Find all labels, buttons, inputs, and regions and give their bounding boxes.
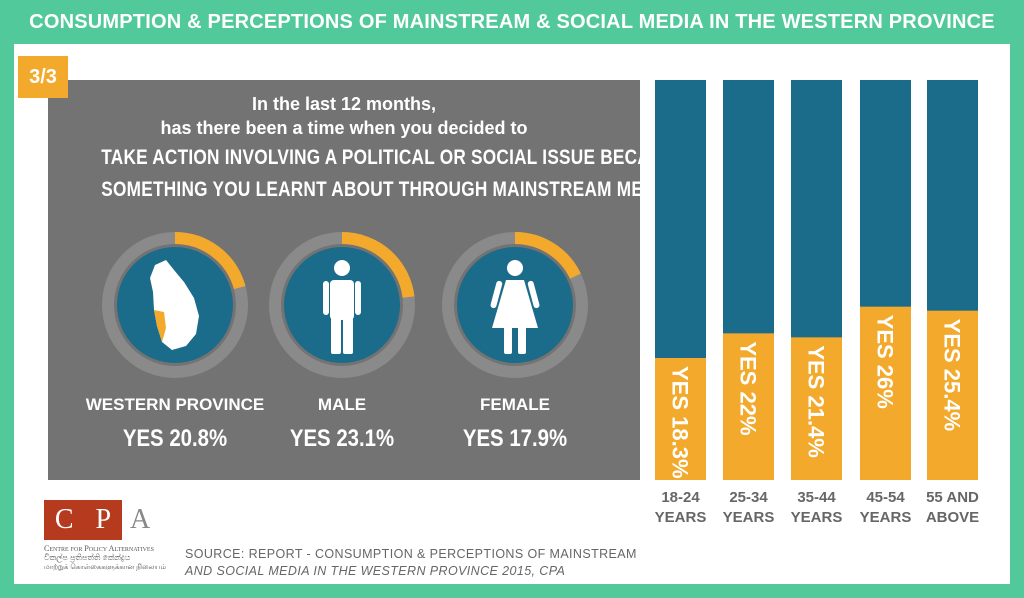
cpa-logo: C P A Centre for Policy Alternatives වික…: [44, 500, 166, 572]
donut-value: YES 17.9%: [462, 425, 568, 452]
bar-data-label: YES 21.4%: [804, 345, 829, 458]
x-tick-label: YEARS: [860, 509, 912, 526]
logo-name: Centre for Policy Alternatives: [44, 544, 154, 553]
question-line-1: In the last 12 months,: [251, 94, 437, 114]
donut-arc: [442, 232, 588, 378]
bar-yes: [927, 310, 978, 480]
source-note: SOURCE: REPORT - CONSUMPTION & PERCEPTIO…: [185, 546, 637, 580]
page-title: CONSUMPTION & PERCEPTIONS OF MAINSTREAM …: [29, 11, 995, 33]
bar-yes: [791, 337, 842, 480]
x-tick-label: 45-54: [866, 489, 905, 506]
donut-value: YES 20.8%: [122, 425, 228, 452]
x-tick-label: 25-34: [729, 489, 768, 506]
bar-data-label: YES 25.4%: [940, 319, 965, 432]
logo-letter: A: [130, 504, 151, 535]
x-tick-label: YEARS: [723, 509, 775, 526]
female-icon: [490, 260, 540, 354]
donut-label: MALE: [317, 395, 367, 414]
donut-female: [442, 232, 588, 378]
donut-male: [269, 232, 415, 378]
logo-tamil: மாற்றுக் கொள்கைகளுக்கான நிலையம்: [44, 564, 167, 571]
source-line-1: SOURCE: REPORT - CONSUMPTION & PERCEPTIO…: [185, 547, 637, 561]
donut-label: FEMALE: [480, 395, 550, 414]
bar-data-label: YES 26%: [873, 315, 898, 409]
male-icon: [323, 260, 361, 354]
donut-arc: [269, 232, 415, 378]
bar-data-label: YES 18.3%: [668, 366, 693, 479]
donut-western-province: [102, 232, 248, 378]
donut-arc: [102, 232, 248, 378]
logo-letter: C: [54, 504, 74, 535]
x-tick-label: ABOVE: [926, 509, 979, 526]
bar-data-label: YES 22%: [736, 341, 761, 435]
bar-yes: [655, 358, 706, 480]
donut-value: YES 23.1%: [289, 425, 395, 452]
bar-yes: [723, 333, 774, 480]
question-line-3: TAKE ACTION INVOLVING A POLITICAL OR SOC…: [101, 146, 716, 169]
x-tick-label: YEARS: [791, 509, 843, 526]
x-tick-label: 18-24: [661, 489, 700, 506]
western-province-highlight: [154, 310, 166, 342]
logo-letter: P: [95, 504, 112, 535]
x-tick-label: YEARS: [655, 509, 707, 526]
source-line-2: AND SOCIAL MEDIA IN THE WESTERN PROVINCE…: [185, 564, 566, 578]
donut-label: WESTERN PROVINCE: [85, 395, 265, 414]
question-panel: In the last 12 months, has there been a …: [48, 80, 716, 480]
page-badge: 3/3: [18, 56, 68, 98]
question-line-4: SOMETHING YOU LEARNT ABOUT THROUGH MAINS…: [101, 178, 685, 201]
x-tick-label: 55 AND: [926, 489, 979, 506]
logo-sinhala: විකල්ප ප්‍රතිපත්ති කේන්ද්‍රය: [44, 553, 131, 562]
x-tick-label: 35-44: [797, 489, 836, 506]
question-line-2: has there been a time when you decided t…: [160, 118, 528, 138]
bar-yes: [860, 306, 911, 480]
